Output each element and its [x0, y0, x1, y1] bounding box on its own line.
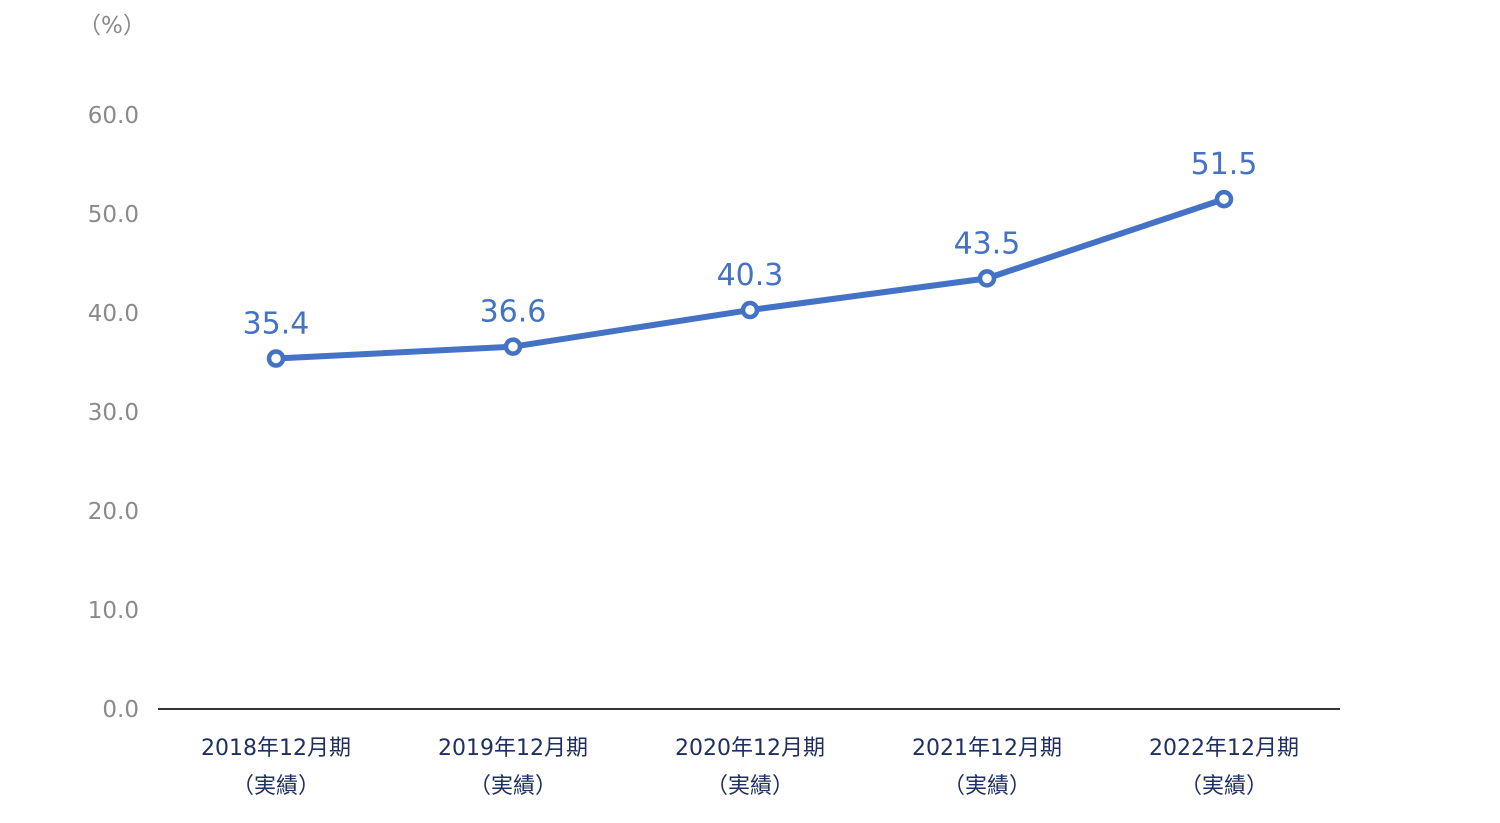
y-tick-label: 60.0 — [88, 103, 139, 129]
x-tick-label: 2018年12月期 — [201, 736, 351, 761]
data-point — [1214, 189, 1234, 209]
data-label: 35.4 — [243, 307, 310, 342]
x-tick-label: （実績） — [469, 774, 557, 799]
data-label: 51.5 — [1191, 147, 1258, 182]
x-axis-ticks: 2018年12月期 （実績） 2019年12月期 （実績） 2020年12月期 （実績） 2… — [201, 736, 1299, 799]
x-tick-label: （実績） — [943, 774, 1031, 799]
data-point — [977, 269, 997, 288]
y-unit-label: （%） — [78, 13, 146, 39]
y-tick-label: 40.0 — [88, 301, 139, 327]
x-tick-label: （実績） — [1180, 774, 1268, 799]
y-tick-label: 10.0 — [88, 598, 139, 624]
data-label: 43.5 — [954, 226, 1021, 261]
x-tick-label: （実績） — [706, 774, 794, 799]
data-label: 36.6 — [480, 295, 547, 330]
y-axis-ticks: 0.0 10.0 20.0 30.0 40.0 50.0 60.0 — [88, 103, 139, 723]
y-tick-label: 0.0 — [102, 697, 139, 723]
data-labels: 35.4 36.6 40.3 43.5 51.5 — [243, 147, 1258, 341]
x-tick-label: 2022年12月期 — [1149, 736, 1299, 761]
y-tick-label: 30.0 — [88, 400, 139, 426]
data-point — [503, 337, 523, 356]
data-points — [266, 189, 1234, 368]
data-point — [266, 349, 286, 368]
x-tick-label: 2019年12月期 — [438, 736, 588, 761]
x-tick-label: （実績） — [232, 774, 320, 799]
x-tick-label: 2020年12月期 — [675, 736, 825, 761]
x-tick-label: 2021年12月期 — [912, 736, 1062, 761]
y-tick-label: 50.0 — [88, 202, 139, 228]
y-tick-label: 20.0 — [88, 499, 139, 525]
data-point — [740, 300, 760, 320]
data-label: 40.3 — [717, 258, 784, 293]
